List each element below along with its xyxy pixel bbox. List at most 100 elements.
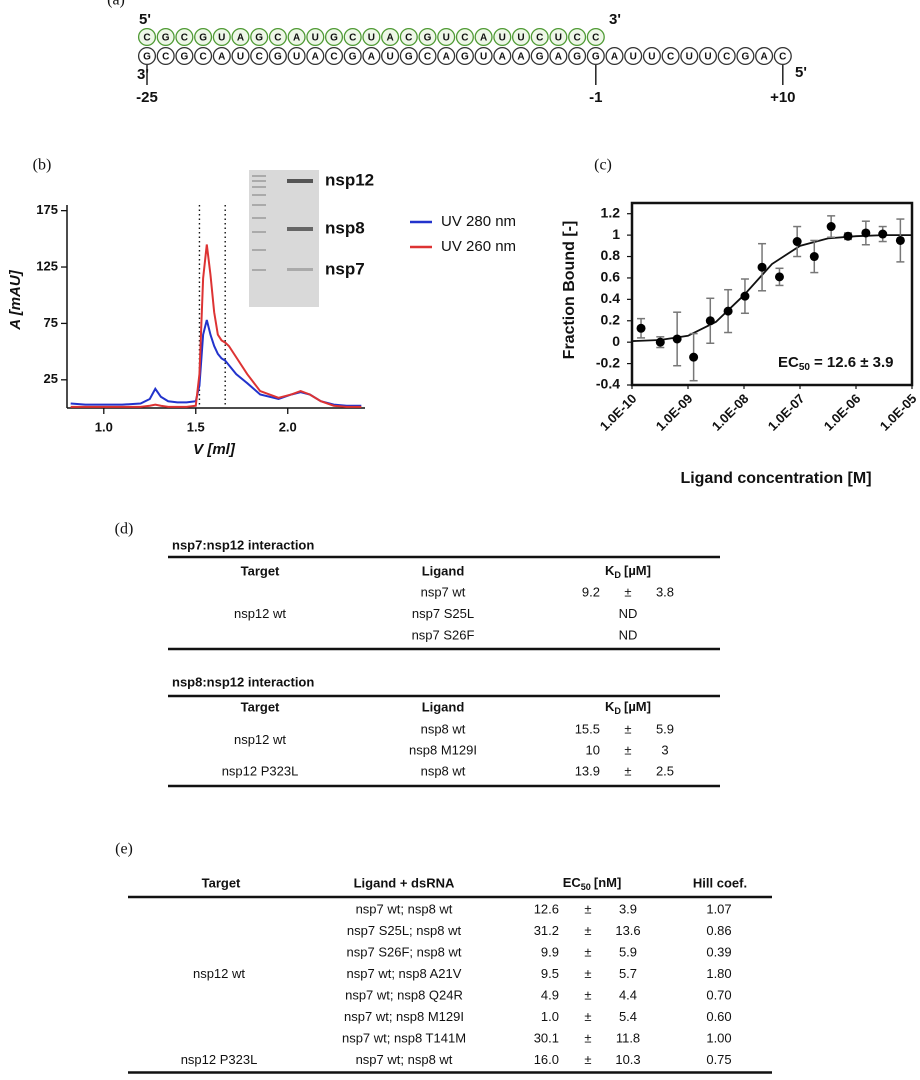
nucleotide-circle — [717, 46, 736, 66]
data-point — [636, 323, 646, 333]
column-header-sub: 50 — [581, 882, 591, 892]
nucleotide: C — [536, 33, 543, 44]
nucleotide-circle — [511, 46, 531, 66]
nucleotide-circle — [586, 46, 605, 66]
column-header-sub: D — [614, 706, 621, 716]
nucleotide-circle — [680, 46, 699, 66]
nucleotide: C — [723, 52, 730, 63]
column-header: EC50 [nM] — [563, 875, 622, 892]
nucleotide-circle — [568, 46, 587, 66]
table-cell: ND — [619, 606, 638, 621]
nucleotide-circle — [175, 27, 194, 47]
nucleotide-circle — [605, 46, 624, 66]
nucleotide: A — [293, 33, 300, 44]
nucleotide-circle — [474, 27, 493, 47]
nucleotide-circle — [250, 27, 269, 47]
column-header-rest: [µM] — [624, 699, 651, 714]
x-tick-label: 1.0E-09 — [653, 391, 696, 434]
nucleotide-circle — [698, 46, 718, 66]
table-cell: 9.5 — [541, 966, 559, 981]
nucleotide: A — [237, 33, 244, 44]
annotation: EC50 = 12.6 ± 3.9 — [778, 354, 894, 373]
nucleotide-circle — [250, 46, 269, 66]
nucleotide: A — [443, 52, 450, 63]
strand-end: 5' — [795, 64, 807, 81]
table-title: nsp7:nsp12 interaction — [172, 537, 314, 552]
table-cell: nsp7 wt; nsp8 M129I — [344, 1009, 464, 1024]
table-cell: 11.8 — [616, 1030, 640, 1045]
column-header: Hill coef. — [693, 875, 747, 890]
nucleotide: C — [162, 52, 169, 63]
nucleotide: G — [274, 52, 282, 63]
nucleotide-circle — [549, 27, 568, 47]
nucleotide-circle — [568, 27, 587, 47]
column-header: Ligand — [422, 699, 465, 714]
table-cell: ± — [584, 1052, 591, 1067]
column-header-main: K — [605, 699, 615, 714]
column-header-rest: [nM] — [594, 875, 621, 890]
nucleotide: C — [405, 33, 412, 44]
x-tick-label: 1.0E-08 — [709, 391, 752, 434]
nucleotide: A — [312, 52, 319, 63]
table-cell: 10.3 — [615, 1052, 640, 1067]
nucleotide: U — [218, 33, 225, 44]
table-cell: 1.00 — [706, 1030, 731, 1045]
nucleotide-circle — [455, 27, 474, 47]
nucleotide-circle — [137, 27, 157, 47]
nucleotide: U — [237, 52, 244, 63]
row-group-label: nsp12 P323L — [181, 1052, 258, 1067]
x-tick-label: 1.0E-05 — [877, 391, 920, 434]
nucleotide: A — [611, 52, 618, 63]
nucleotide-circle — [493, 46, 512, 66]
table-cell: ± — [624, 721, 631, 736]
data-point — [861, 228, 871, 238]
nucleotide: G — [461, 52, 469, 63]
nucleotide-circle — [437, 46, 456, 66]
nucleotide-circle — [549, 46, 568, 66]
table-cell: nsp8 wt — [421, 721, 466, 736]
nucleotide-circle — [773, 46, 792, 66]
table-cell: 5.4 — [619, 1009, 637, 1024]
nucleotide: G — [162, 33, 170, 44]
nucleotide-circle — [755, 46, 774, 66]
nucleotide: G — [181, 52, 189, 63]
table-cell: 0.75 — [706, 1052, 731, 1067]
nucleotide-circle — [324, 27, 344, 47]
y-tick-label: 0 — [612, 333, 620, 349]
nucleotide: G — [255, 33, 263, 44]
column-header: KD [µM] — [605, 699, 651, 716]
nucleotide: C — [592, 33, 599, 44]
data-point — [809, 252, 819, 262]
table-cell: ± — [584, 966, 591, 981]
nucleotide-circle — [511, 27, 531, 47]
gel-band — [287, 227, 313, 231]
nucleotide: U — [443, 33, 450, 44]
column-header-rest: [µM] — [624, 563, 651, 578]
nucleotide-circle — [194, 46, 213, 66]
series-line — [70, 244, 362, 408]
table-cell: 5.7 — [619, 966, 637, 981]
table-cell: 3.8 — [656, 584, 674, 599]
table-cell: ± — [584, 1009, 591, 1024]
data-point — [689, 352, 699, 362]
table-cell: 3.9 — [619, 901, 637, 916]
table-cell: 16.0 — [534, 1052, 559, 1067]
table-cell: nsp7 S25L — [412, 606, 474, 621]
nucleotide: G — [349, 52, 357, 63]
x-tick-label: 1.5 — [187, 419, 205, 434]
column-header: Ligand + dsRNA — [354, 875, 455, 890]
x-axis-label: V [ml] — [193, 441, 236, 458]
table-cell: nsp7 wt; nsp8 T141M — [342, 1030, 466, 1045]
nucleotide-circle — [474, 46, 493, 66]
gel-inset — [249, 170, 319, 307]
column-header: Ligand — [422, 563, 465, 578]
nucleotide: G — [592, 52, 600, 63]
fit-curve — [631, 234, 912, 343]
nucleotide: C — [199, 52, 206, 63]
nucleotide: C — [424, 52, 431, 63]
nucleotide-circle — [268, 27, 287, 47]
table-cell: 4.4 — [619, 987, 637, 1002]
nucleotide: G — [330, 33, 338, 44]
nucleotide-circle — [418, 46, 437, 66]
